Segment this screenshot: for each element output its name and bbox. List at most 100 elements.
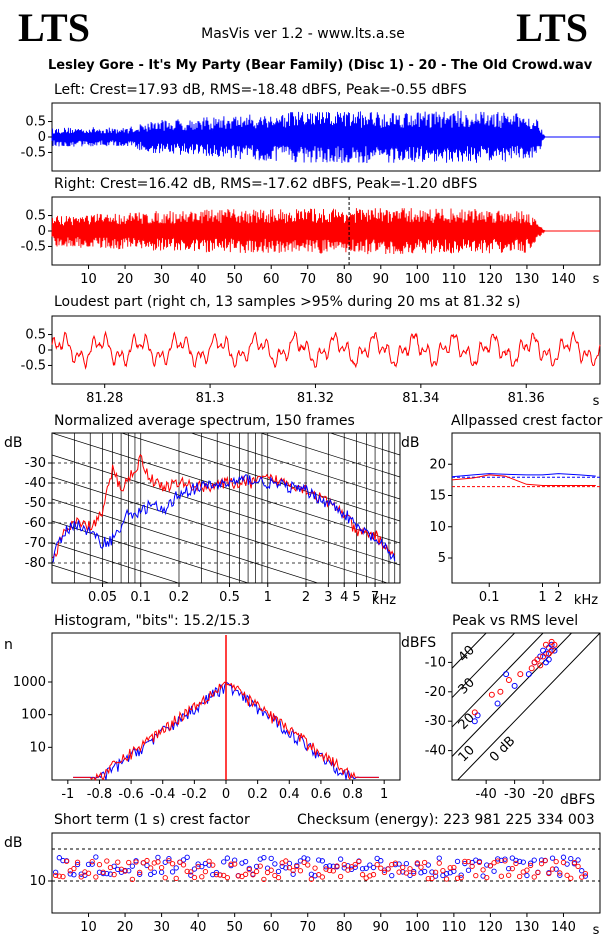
spectrum-slope-line — [190, 433, 400, 500]
peakrms-left-point — [551, 647, 558, 654]
shortterm-right-point — [268, 867, 274, 873]
peakrms-ytick-label: -20 — [425, 685, 446, 700]
shortterm-right-point — [151, 860, 157, 866]
peakrms-ytick-label: -30 — [425, 714, 446, 729]
peakrms-right-point — [548, 647, 555, 654]
shortterm-right-point — [385, 866, 391, 872]
shortterm-left-point — [524, 872, 530, 879]
shortterm-right-point — [356, 858, 362, 865]
loudest-part-title: Loudest part (right ch, 13 samples >95% … — [54, 294, 521, 310]
shortterm-left-point — [560, 854, 567, 860]
shortterm-xtick-label: 10 — [80, 920, 97, 935]
right-waveform-xtick-label: 10 — [80, 272, 97, 287]
shortterm-right-point — [78, 874, 84, 880]
allpass-xtick-label: 1 — [538, 590, 546, 605]
histogram-xtick-label: 0.8 — [342, 787, 363, 802]
spectrum-xtick-label: 2 — [302, 590, 310, 605]
shortterm-left-point — [509, 855, 515, 861]
shortterm-right-point — [85, 870, 92, 876]
peakrms-left-point — [548, 641, 555, 648]
shortterm-right-point — [531, 874, 537, 880]
shortterm-right-point — [447, 865, 453, 871]
shortterm-right-point — [319, 874, 325, 880]
shortterm-left-point — [206, 862, 212, 868]
shortterm-right-point — [155, 859, 161, 865]
peakrms-diagonal — [452, 633, 516, 699]
shortterm-right-point — [100, 869, 106, 875]
shortterm-left-point — [213, 869, 220, 876]
shortterm-left-point — [319, 858, 325, 864]
spectrum-left-line — [52, 474, 396, 563]
peakrms-left-point — [494, 700, 501, 707]
shortterm-left-point — [359, 866, 366, 872]
peakrms-right-point — [542, 641, 549, 648]
shortterm-left-point — [352, 864, 358, 870]
shortterm-left-point — [261, 855, 267, 861]
shortterm-right-point — [184, 868, 190, 875]
shortterm-right-point — [378, 865, 384, 871]
shortterm-right-point — [316, 872, 322, 878]
histogram-xtick-label: 0 — [222, 787, 230, 802]
right-waveform-ytick-label: 0 — [38, 224, 46, 239]
allpass-xunit: kHz — [574, 593, 598, 608]
shortterm-right-point — [253, 868, 260, 875]
spectrum-xtick-label: 5 — [352, 590, 360, 605]
shortterm-left-point — [458, 872, 464, 878]
shortterm-right-point — [246, 866, 252, 873]
right-waveform-xtick-label: 40 — [190, 272, 207, 287]
shortterm-left-point — [491, 868, 497, 874]
right-waveform-ytick-label: -0.5 — [21, 239, 46, 254]
shortterm-left-point — [242, 859, 249, 865]
peakrms-diagonal — [452, 633, 487, 669]
spectrum-slope-line — [52, 433, 400, 544]
shortterm-right-point — [312, 865, 318, 871]
shortterm-right-point — [133, 859, 139, 865]
shortterm-right-point — [458, 875, 464, 881]
right-channel-title: Right: Crest=16.42 dB, RMS=-17.62 dBFS, … — [54, 176, 478, 192]
shortterm-left-point — [389, 872, 395, 879]
right-waveform-xtick-label: 80 — [336, 272, 353, 287]
peakrms-xtick-label: -30 — [504, 787, 525, 802]
shortterm-right-point — [370, 871, 377, 878]
shortterm-left-point — [374, 855, 380, 862]
peakrms-left-point — [542, 659, 549, 666]
spectrum-xtick-label: 0.2 — [169, 590, 190, 605]
histogram-xtick-label: 0.6 — [311, 787, 332, 802]
shortterm-left-point — [323, 864, 329, 870]
shortterm-left-point — [370, 864, 377, 871]
shortterm-right-point — [568, 875, 574, 881]
shortterm-right-point — [527, 862, 534, 869]
shortterm-left-point — [115, 866, 121, 873]
spectrum-title: Normalized average spectrum, 150 frames — [54, 413, 355, 429]
shortterm-left-point — [575, 857, 581, 863]
allpass-xtick-label: 0.1 — [479, 590, 500, 605]
shortterm-right-point — [542, 857, 548, 864]
histogram-ytick-label: 10 — [29, 740, 46, 755]
shortterm-left-point — [275, 868, 282, 874]
shortterm-left-point — [195, 861, 201, 867]
shortterm-left-point — [199, 863, 205, 870]
shortterm-right-point — [115, 859, 121, 865]
shortterm-left-point — [283, 865, 289, 871]
shortterm-xtick-label: 140 — [551, 920, 576, 935]
shortterm-left-point — [443, 871, 450, 877]
shortterm-right-point — [557, 870, 563, 876]
shortterm-right-point — [440, 868, 446, 874]
spectrum-xtick-label: 0.1 — [130, 590, 151, 605]
right-waveform-xtick-label: 30 — [153, 272, 170, 287]
lts-logo-left: LTS — [18, 5, 90, 50]
peakrms-left-point — [525, 671, 532, 678]
shortterm-right-point — [93, 874, 99, 880]
peakrms-left-point — [503, 671, 510, 678]
peakrms-xtick-label: -20 — [532, 787, 553, 802]
shortterm-left-point — [232, 857, 238, 863]
right-waveform-ytick-label: 0.5 — [25, 209, 46, 224]
spectrum-xunit: kHz — [372, 593, 396, 608]
shortterm-db-label: dB — [4, 835, 23, 851]
shortterm-left-point — [89, 861, 95, 867]
shortterm-xtick-label: 20 — [117, 920, 134, 935]
allpass-ytick-label: 15 — [429, 489, 446, 504]
shortterm-right-point — [224, 874, 231, 881]
shortterm-left-point — [93, 854, 99, 860]
